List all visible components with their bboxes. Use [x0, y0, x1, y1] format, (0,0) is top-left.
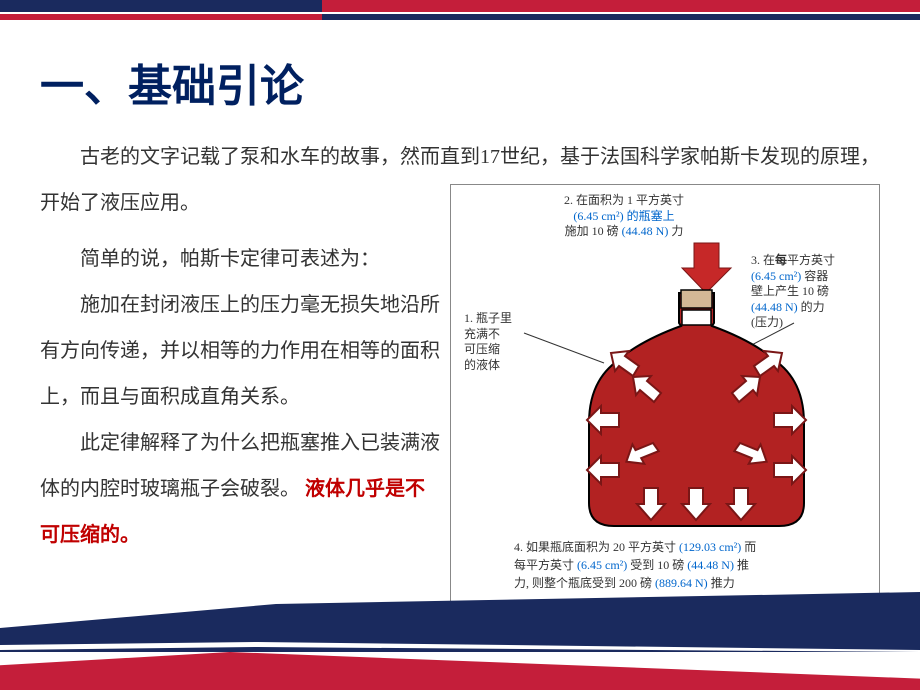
bottom-decoration — [0, 640, 920, 690]
label1-l3: 可压缩 — [464, 342, 500, 356]
figure-label-2: 2. 在面积为 1 平方英寸 (6.45 cm²) 的瓶塞上 施加 10 磅 (… — [534, 193, 714, 240]
figure-inner: 2. 在面积为 1 平方英寸 (6.45 cm²) 的瓶塞上 施加 10 磅 (… — [459, 193, 871, 603]
paragraph-3: 此定律解释了为什么把瓶塞推入已装满液体的内腔时玻璃瓶子会破裂。 液体几乎是不可压… — [40, 420, 440, 558]
bottom-stripe-red — [0, 652, 920, 690]
slide-title: 一、基础引论 — [0, 20, 920, 134]
label2-l3: 施加 10 磅 (44.48 N) 力 — [565, 224, 684, 238]
label1-l1: 1. 瓶子里 — [464, 311, 512, 325]
label2-l1: 2. 在面积为 1 平方英寸 — [564, 193, 684, 207]
content-area: 古老的文字记载了泵和水车的故事，然而直到17世纪，基于法国科学家帕斯卡发现的原理… — [0, 134, 920, 226]
top-stripe-upper — [0, 0, 920, 14]
label1-l4: 的液体 — [464, 358, 500, 372]
bottom-stripe-blue — [0, 592, 920, 652]
bottle-diagram — [584, 288, 809, 533]
paragraph-2: 施加在封闭液压上的压力毫无损失地沿所有方向传递，并以相等的力作用在相等的面积上，… — [40, 282, 440, 420]
left-text-block: 简单的说，帕斯卡定律可表述为： 施加在封闭液压上的压力毫无损失地沿所有方向传递，… — [40, 236, 440, 558]
figure-label-4: 4. 如果瓶底面积为 20 平方英寸 (129.03 cm²) 而 每平方英寸 … — [514, 538, 874, 592]
paragraph-1: 简单的说，帕斯卡定律可表述为： — [40, 236, 440, 282]
pascal-figure: 2. 在面积为 1 平方英寸 (6.45 cm²) 的瓶塞上 施加 10 磅 (… — [450, 184, 880, 637]
label2-l2: (6.45 cm²) 的瓶塞上 — [573, 209, 674, 223]
label1-l2: 充满不 — [464, 327, 500, 341]
